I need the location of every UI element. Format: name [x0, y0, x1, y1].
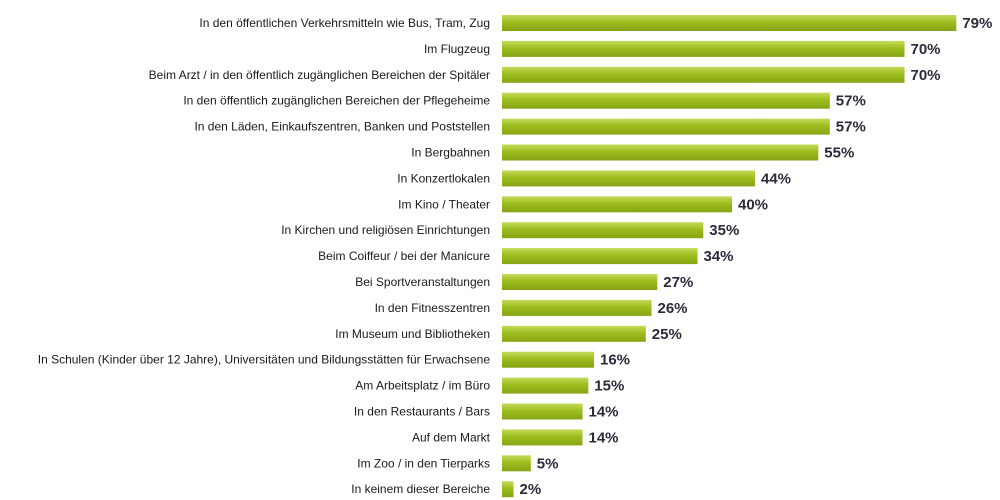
- value-label: 14%: [589, 429, 619, 446]
- bar: [502, 481, 514, 498]
- category-label: In den Restaurants / Bars: [354, 405, 490, 419]
- bar: [502, 429, 583, 446]
- category-label: In Bergbahnen: [411, 146, 490, 160]
- value-label: 40%: [738, 196, 768, 213]
- bar: [502, 299, 652, 316]
- value-label: 16%: [600, 352, 630, 369]
- bar: [502, 196, 732, 213]
- bar: [502, 118, 830, 135]
- value-label: 2%: [520, 481, 542, 498]
- category-label: Im Kino / Theater: [398, 197, 490, 211]
- value-label: 35%: [709, 222, 739, 239]
- value-label: 55%: [824, 145, 854, 162]
- bar: [502, 15, 957, 31]
- bar: [502, 455, 531, 472]
- category-label: In den öffentlich zugänglichen Bereichen…: [183, 94, 490, 108]
- bars-group: [502, 15, 957, 498]
- category-label: Auf dem Markt: [412, 430, 491, 444]
- category-label: Im Museum und Bibliotheken: [335, 327, 490, 341]
- value-labels-group: 79% 70% 70% 57% 57% 55% 44% 40% 35% 34% 27% 26% 25% 1…: [520, 15, 993, 498]
- category-labels-group: In den öffentlichen Verkehrsmitteln wie …: [38, 16, 491, 496]
- bar: [502, 377, 589, 394]
- bar: [502, 170, 755, 187]
- category-label: Bei Sportveranstaltungen: [355, 275, 490, 289]
- category-label: Im Zoo / in den Tierparks: [357, 456, 490, 470]
- bar: [502, 274, 658, 290]
- value-label: 57%: [836, 93, 866, 110]
- value-label: 70%: [911, 41, 941, 58]
- value-label: 26%: [658, 300, 688, 317]
- category-label: In den öffentlichen Verkehrsmitteln wie …: [199, 16, 490, 30]
- value-label: 34%: [704, 248, 734, 265]
- value-label: 25%: [652, 326, 682, 343]
- bar: [502, 144, 819, 161]
- value-label: 57%: [836, 119, 866, 136]
- category-label: In Konzertlokalen: [397, 171, 490, 185]
- value-label: 70%: [911, 67, 941, 84]
- category-label: In Kirchen und religiösen Einrichtungen: [281, 223, 490, 237]
- category-label: Beim Arzt / in den öffentlich zugänglich…: [149, 68, 490, 82]
- value-label: 15%: [594, 378, 624, 395]
- bar: [502, 92, 830, 109]
- category-label: In keinem dieser Bereiche: [351, 482, 490, 496]
- bar: [502, 351, 594, 368]
- category-label: Im Flugzeug: [424, 42, 490, 56]
- bar: [502, 325, 646, 342]
- value-label: 79%: [962, 15, 992, 32]
- category-label: In den Fitnesszentren: [375, 301, 490, 315]
- bar: [502, 222, 704, 239]
- bar: [502, 248, 698, 265]
- bar: [502, 66, 905, 83]
- category-label: Beim Coiffeur / bei der Manicure: [318, 249, 490, 263]
- category-label: Am Arbeitsplatz / im Büro: [355, 379, 490, 393]
- value-label: 5%: [537, 455, 559, 472]
- value-label: 14%: [589, 404, 619, 421]
- value-label: 27%: [663, 274, 693, 291]
- value-label: 44%: [761, 170, 791, 187]
- category-label: In den Läden, Einkaufszentren, Banken un…: [194, 120, 490, 134]
- bar: [502, 40, 905, 57]
- category-label: In Schulen (Kinder über 12 Jahre), Unive…: [38, 353, 491, 367]
- bar: [502, 403, 583, 420]
